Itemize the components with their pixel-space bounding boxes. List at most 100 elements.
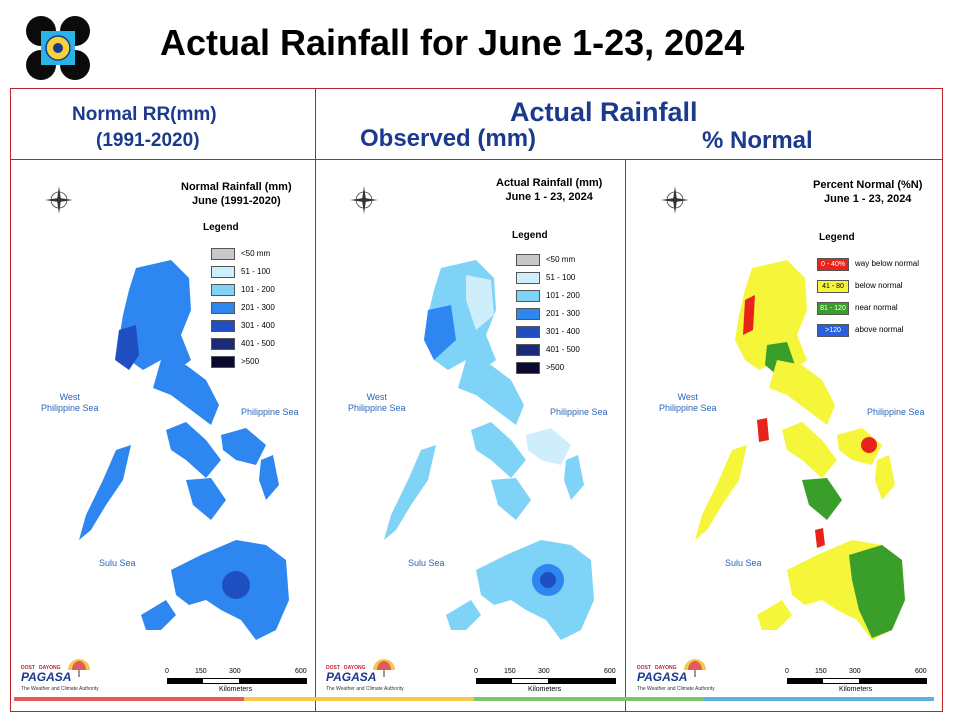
legend-label: above normal: [855, 325, 904, 334]
legend-label: >500: [546, 363, 565, 372]
legend-label: near normal: [855, 303, 898, 312]
panel-title-percent: Percent Normal (%N) June 1 - 23, 2024: [813, 178, 922, 206]
scale-bar-segment: [512, 679, 548, 683]
legend-swatch: [516, 272, 540, 284]
stripe-segment: [244, 697, 474, 701]
sea-label-west: West Philippine Sea: [41, 392, 99, 414]
legend-label: 301 - 400: [546, 327, 580, 336]
pagasa-dost: DOST: [326, 665, 340, 671]
scale-tick-0: 0: [785, 668, 789, 675]
legend-swatch: [516, 308, 540, 320]
scale-tick-600: 600: [915, 668, 927, 675]
sea-label-west: West Philippine Sea: [348, 392, 406, 414]
scale-tick-0: 0: [165, 668, 169, 675]
sea-label-sulu: Sulu Sea: [725, 558, 762, 568]
legend-swatch: [211, 302, 235, 314]
legend-label: 401 - 500: [546, 345, 580, 354]
sea-label-sulu: Sulu Sea: [408, 558, 445, 568]
legend-swatch: [516, 344, 540, 356]
legend-title-percent: Legend: [819, 232, 855, 243]
pagasa-logo-text: PAGASA: [637, 670, 688, 684]
legend-title-observed: Legend: [512, 230, 548, 241]
scale-tick-300: 300: [538, 668, 550, 675]
legend-label: 101 - 200: [241, 285, 275, 294]
header-percent: % Normal: [702, 127, 813, 154]
scale-bar-segment: [823, 679, 859, 683]
stripe-segment: [14, 697, 244, 701]
legend-label: way below normal: [855, 259, 920, 268]
legend-swatch: [516, 254, 540, 266]
legend-label: <50 mm: [546, 255, 576, 264]
legend-swatch: [516, 362, 540, 374]
stripe-segment: [704, 697, 934, 701]
compass-rose-icon: [661, 186, 689, 214]
pagasa-dost: DOST: [637, 665, 651, 671]
legend-label: 101 - 200: [546, 291, 580, 300]
legend-swatch: 0 - 40%: [817, 258, 849, 271]
map-percent: [695, 260, 905, 640]
map-panel-observed: Actual Rainfall (mm) June 1 - 23, 2024 L…: [316, 160, 626, 710]
pagasa-logo-text: PAGASA: [326, 670, 377, 684]
legend-label: 301 - 400: [241, 321, 275, 330]
legend-label: 51 - 100: [241, 267, 271, 276]
scale-tick-150: 150: [195, 668, 207, 675]
scale-unit: Kilometers: [528, 686, 562, 693]
pagasa-dayong: DAYONG: [655, 665, 677, 671]
header-normal-line1: Normal RR(mm): [72, 104, 217, 125]
panel-title-line1: Percent Normal (%N): [813, 179, 923, 191]
legend-swatch: 41 - 80: [817, 280, 849, 293]
panel-title-normal: Normal Rainfall (mm) June (1991-2020): [181, 180, 292, 208]
panel-title-line1: Actual Rainfall (mm): [496, 177, 603, 189]
scale-tick-0: 0: [474, 668, 478, 675]
legend-label: 51 - 100: [546, 273, 576, 282]
dost-logo-icon: [26, 16, 90, 80]
map-observed: [384, 260, 594, 640]
map-panel-normal: Normal Rainfall (mm) June (1991-2020) Le…: [11, 160, 321, 710]
sea-label-west-line2: Philippine Sea: [659, 403, 717, 413]
legend-normal: <50 mm 51 - 100 101 - 200 201 - 300 301 - 40…: [211, 248, 311, 378]
panel-percent-frame: [625, 159, 943, 712]
stripe-segment: [474, 697, 704, 701]
sea-label-west-line2: Philippine Sea: [41, 403, 99, 413]
sea-label-east: Philippine Sea: [550, 407, 608, 417]
scale-tick-150: 150: [815, 668, 827, 675]
sea-label-west-line1: West: [59, 392, 80, 402]
sea-label-sulu: Sulu Sea: [99, 558, 136, 568]
umbrella-icon: [373, 659, 395, 677]
scale-tick-600: 600: [604, 668, 616, 675]
pagasa-dayong: DAYONG: [344, 665, 366, 671]
panel-title-line1: Normal Rainfall (mm): [181, 181, 292, 193]
scale-tick-600: 600: [295, 668, 307, 675]
sea-label-east: Philippine Sea: [867, 407, 925, 417]
map-normal: [79, 260, 289, 640]
umbrella-icon: [68, 659, 90, 677]
sea-label-west-line2: Philippine Sea: [348, 403, 406, 413]
compass-rose-icon: [45, 186, 73, 214]
scale-tick-300: 300: [229, 668, 241, 675]
legend-observed: <50 mm 51 - 100 101 - 200 201 - 300 301 - 40…: [516, 254, 616, 384]
legend-label: below normal: [855, 281, 903, 290]
legend-percent: 0 - 40% way below normal 41 - 80 below norm…: [817, 258, 932, 348]
panel-title-line2: June 1 - 23, 2024: [505, 191, 593, 203]
scale-bar-segment: [203, 679, 239, 683]
sea-label-west-line1: West: [677, 392, 698, 402]
legend-swatch: 81 - 120: [817, 302, 849, 315]
legend-swatch: [211, 284, 235, 296]
legend-label: >500: [241, 357, 260, 366]
sea-label-west-line1: West: [366, 392, 387, 402]
legend-swatch: [211, 248, 235, 260]
legend-label: 401 - 500: [241, 339, 275, 348]
legend-swatch: [211, 356, 235, 368]
panel-title-line2: June 1 - 23, 2024: [823, 193, 912, 205]
legend-swatch: >120: [817, 324, 849, 337]
scale-unit: Kilometers: [219, 686, 253, 693]
panel-title-observed: Actual Rainfall (mm) June 1 - 23, 2024: [496, 176, 602, 204]
pagasa-logo-text: PAGASA: [21, 670, 72, 684]
header-normal-line2: (1991-2020): [96, 130, 200, 151]
sea-label-east: Philippine Sea: [241, 407, 299, 417]
compass-rose-icon: [350, 186, 378, 214]
scale-unit: Kilometers: [839, 686, 873, 693]
legend-swatch: [211, 266, 235, 278]
legend-swatch: [516, 326, 540, 338]
pagasa-dayong: DAYONG: [39, 665, 61, 671]
